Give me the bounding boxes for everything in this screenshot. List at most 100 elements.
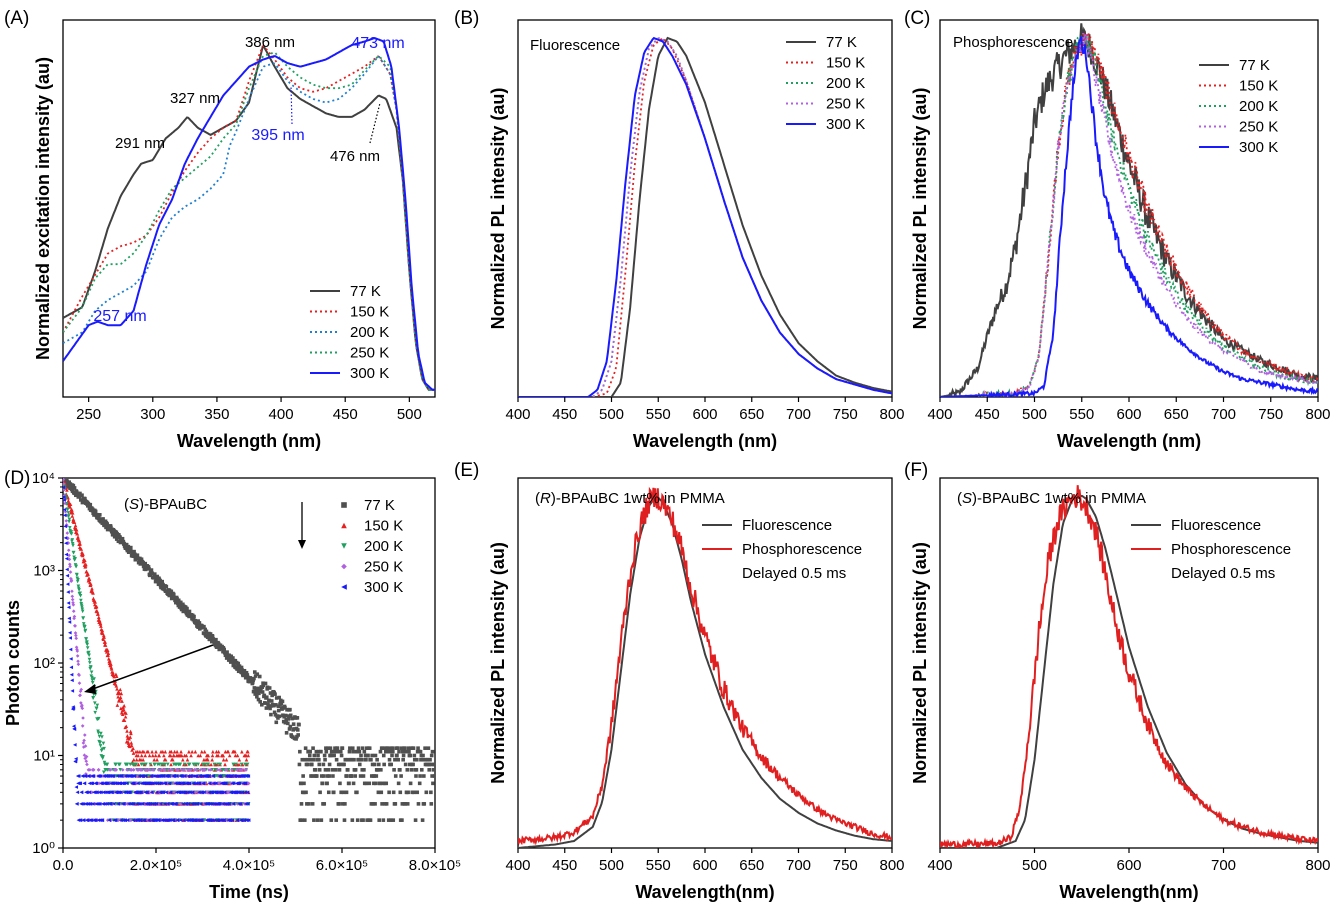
- data-point: [168, 753, 173, 758]
- data-point: [188, 768, 193, 772]
- data-point: [69, 578, 74, 583]
- data-point: [351, 781, 356, 786]
- data-point: [240, 768, 245, 772]
- data-point: [386, 746, 391, 750]
- data-point: [92, 677, 96, 681]
- data-point: [197, 790, 201, 795]
- data-point: [100, 628, 105, 633]
- data-point: [150, 781, 155, 786]
- data-point: [330, 768, 335, 772]
- data-point: [86, 774, 91, 778]
- data-point: [166, 790, 170, 795]
- data-point: [283, 713, 288, 718]
- data-point: [179, 600, 183, 605]
- data-point: [359, 753, 363, 758]
- data-point: [89, 670, 94, 675]
- data-point: [116, 539, 121, 544]
- data-point: [197, 781, 202, 786]
- data-point: [325, 781, 329, 786]
- data-point: [115, 774, 120, 778]
- data-point: [430, 774, 434, 778]
- data-point: [230, 774, 234, 778]
- data-point: [198, 802, 203, 806]
- legend-label: 250 K: [826, 96, 865, 113]
- data-point: [296, 733, 300, 737]
- data-point: [422, 802, 427, 806]
- data-point: [350, 757, 354, 762]
- data-point: [235, 667, 240, 671]
- x-tick-label: 400: [505, 406, 530, 423]
- y-axis-label: Normalized excitation intensity (au): [33, 57, 53, 360]
- data-point: [414, 768, 419, 772]
- data-point: [193, 818, 198, 822]
- data-point: [355, 790, 359, 795]
- data-point: [350, 818, 355, 822]
- data-point: [388, 749, 393, 754]
- data-point: [110, 790, 114, 795]
- data-point: [377, 818, 381, 822]
- data-point: [100, 781, 104, 786]
- data-point: [353, 774, 358, 778]
- data-point: [101, 517, 105, 521]
- data-point: [88, 502, 93, 507]
- x-tick-label: 300: [140, 406, 165, 423]
- data-point: [179, 749, 183, 754]
- data-point: [87, 790, 91, 795]
- data-point: [252, 686, 257, 690]
- y-axis-label: Normalized PL intensity (au): [488, 542, 508, 784]
- data-point: [66, 495, 70, 500]
- data-point: [82, 738, 86, 743]
- data-point: [153, 575, 157, 579]
- data-point: [83, 774, 87, 778]
- chart-title: (R)-BPAuBC 1wt% in PMMA: [535, 490, 725, 507]
- data-point: [136, 762, 141, 767]
- data-point: [243, 790, 247, 795]
- x-tick-label: 550: [1069, 406, 1094, 423]
- data-point: [367, 781, 372, 786]
- data-point: [103, 643, 108, 647]
- data-point: [403, 802, 408, 806]
- data-point: [225, 650, 229, 654]
- data-point: [246, 774, 251, 778]
- data-point: [416, 746, 420, 750]
- data-point: [84, 759, 89, 764]
- data-point: [327, 774, 331, 778]
- legend-marker: [341, 563, 347, 570]
- data-point: [242, 668, 247, 673]
- data-point: [321, 762, 326, 767]
- data-point: [396, 757, 401, 762]
- data-point: [78, 491, 82, 496]
- data-point: [171, 592, 176, 597]
- data-point: [343, 802, 347, 806]
- x-tick-label: 750: [833, 857, 858, 874]
- data-point: [66, 548, 71, 553]
- data-point: [366, 753, 370, 758]
- data-point: [374, 774, 379, 778]
- data-point: [206, 753, 211, 758]
- data-point: [81, 745, 86, 749]
- data-point: [73, 556, 77, 561]
- data-point: [396, 746, 400, 750]
- data-point: [115, 703, 120, 707]
- data-point: [149, 774, 154, 778]
- data-point: [65, 582, 70, 586]
- data-point: [393, 757, 397, 762]
- data-point: [105, 762, 110, 767]
- data-point: [66, 511, 71, 515]
- data-point: [413, 818, 418, 822]
- legend-label: 77 K: [350, 283, 381, 300]
- data-point: [74, 645, 79, 650]
- data-point: [184, 753, 189, 758]
- x-tick-label: 350: [204, 406, 229, 423]
- data-point: [66, 605, 71, 610]
- data-point: [356, 746, 361, 750]
- data-point: [153, 762, 157, 767]
- data-point: [166, 768, 171, 772]
- series-line: [518, 37, 892, 397]
- data-point: [135, 781, 140, 786]
- data-point: [318, 790, 322, 795]
- data-point: [299, 781, 303, 786]
- data-point: [172, 749, 177, 754]
- data-point: [246, 802, 250, 806]
- legend-label: 300 K: [1239, 139, 1278, 156]
